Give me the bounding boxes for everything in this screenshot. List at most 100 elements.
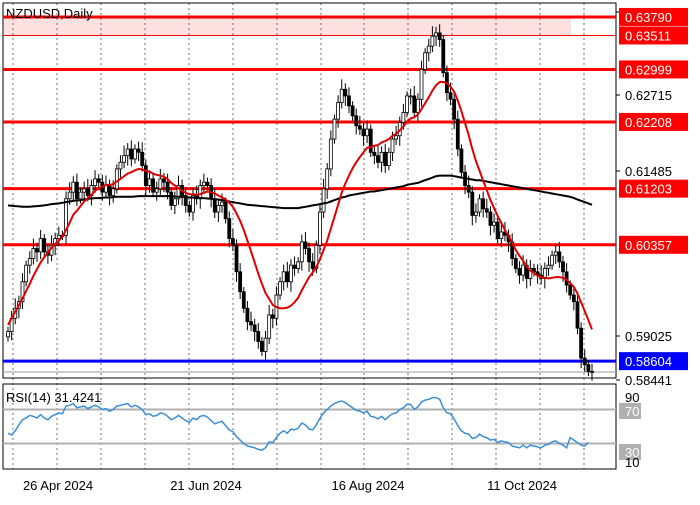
candle-body-90 (332, 118, 337, 140)
candle-body-123 (452, 98, 457, 120)
candle-body-98 (361, 128, 366, 137)
candle-body-4 (20, 281, 25, 303)
candle-body-99 (365, 128, 370, 137)
candle-body-66 (245, 307, 250, 322)
candle-body-118 (434, 32, 438, 37)
candle-body-67 (249, 321, 253, 326)
candle-body-115 (423, 52, 428, 70)
candle-body-24 (93, 178, 97, 186)
price-tick-label-0.59025: 0.59025 (625, 329, 672, 344)
candle-body-159 (582, 357, 587, 366)
candle-body-28 (107, 185, 112, 196)
candle-body-31 (118, 161, 123, 170)
rsi-line (7, 396, 589, 452)
candle-body-132 (484, 208, 489, 213)
candle-body-134 (492, 221, 496, 226)
level-tag-0.62208 (619, 112, 688, 131)
candle-body-40 (151, 178, 155, 193)
level-tag-label-0.61203: 0.61203 (625, 182, 672, 197)
date-tick-label-2: 16 Aug 2024 (331, 478, 404, 493)
candle-body-86 (318, 211, 322, 246)
candle-body-38 (143, 165, 148, 186)
candle-body-10 (42, 238, 47, 253)
level-tag-label-0.62999: 0.62999 (625, 62, 672, 77)
candle-body-61 (227, 218, 232, 240)
level-tag-0.58604 (619, 352, 688, 371)
main-plot (3, 3, 616, 469)
rsi-tick-label-30: 30 (625, 445, 639, 460)
candle-body-8 (35, 248, 39, 253)
candle-body-47 (176, 185, 181, 200)
candle-body-135 (495, 221, 500, 240)
candle-body-142 (521, 264, 525, 276)
candle-body-80 (296, 261, 301, 269)
candle-body-93 (343, 88, 348, 97)
candle-body-70 (260, 341, 264, 352)
candle-body-43 (162, 178, 166, 183)
candle-body-14 (56, 234, 61, 240)
axis-layer: 0.639450.627150.614850.590250.584410.637… (23, 5, 688, 493)
level-tag-0.61203 (619, 179, 688, 198)
candle-body-53 (198, 185, 203, 200)
candle-body-141 (517, 268, 522, 276)
candle-body-94 (347, 95, 351, 107)
candle-body-145 (532, 268, 536, 273)
candle-body-16 (64, 198, 68, 236)
candle-body-78 (289, 264, 293, 283)
rsi-level-tag-30 (619, 444, 641, 460)
candle-body-36 (136, 148, 141, 153)
candle-body-68 (252, 324, 257, 332)
candle-body-49 (183, 195, 188, 206)
candle-body-50 (187, 205, 192, 213)
candle-body-5 (24, 264, 29, 283)
candle-body-62 (230, 238, 235, 246)
candle-body-73 (270, 314, 275, 319)
candle-body-82 (303, 241, 308, 249)
candle-body-158 (579, 327, 584, 359)
rsi-tick-label-90: 90 (625, 390, 639, 405)
candle-body-110 (405, 95, 409, 113)
candle-body-83 (307, 248, 311, 263)
candle-body-97 (357, 125, 362, 130)
candle-body-120 (441, 39, 446, 74)
candle-body-127 (466, 185, 471, 193)
candle-body-84 (310, 261, 315, 269)
candle-body-113 (415, 98, 420, 113)
candle-body-92 (339, 88, 344, 103)
candle-body-89 (328, 138, 333, 170)
candle-body-59 (220, 201, 224, 206)
candle-body-29 (111, 188, 116, 196)
ma-fast-line (7, 81, 593, 330)
candle-body-64 (238, 271, 243, 293)
candle-body-60 (223, 201, 228, 220)
level-tag-label-0.60357: 0.60357 (625, 238, 672, 253)
candle-body-32 (122, 155, 126, 163)
candle-body-76 (281, 271, 286, 283)
candle-body-95 (350, 105, 355, 117)
candle-body-102 (376, 155, 380, 163)
rsi-tick-label-10: 10 (625, 455, 639, 470)
price-tick-label-0.62715: 0.62715 (625, 88, 672, 103)
candle-body-20 (78, 191, 83, 200)
candle-body-79 (292, 264, 297, 269)
level-tag-label-0.63790: 0.63790 (625, 10, 672, 25)
candle-body-0 (6, 331, 10, 338)
candle-body-100 (368, 128, 373, 153)
candle-body-19 (75, 181, 79, 200)
candle-body-149 (546, 264, 551, 269)
candle-body-111 (408, 95, 413, 98)
candle-body-155 (568, 284, 573, 296)
candle-body-81 (299, 241, 304, 263)
candle-body-17 (67, 191, 72, 200)
level-tag-0.63511 (619, 26, 688, 45)
candle-body-9 (38, 238, 43, 253)
candle-body-45 (169, 191, 174, 206)
candle-body-88 (325, 168, 330, 190)
level-tag-0.62999 (619, 60, 688, 79)
candle-body-35 (133, 148, 137, 160)
candle-body-69 (256, 331, 261, 342)
candle-body-152 (557, 251, 562, 263)
candle-body-30 (114, 168, 119, 190)
